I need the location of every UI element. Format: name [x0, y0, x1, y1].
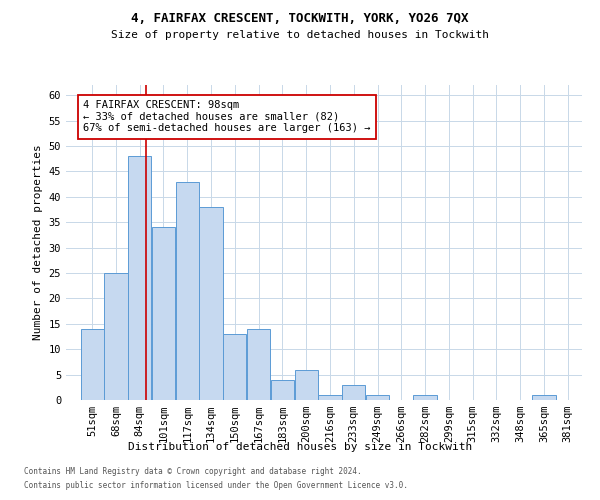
Bar — [413, 395, 437, 400]
Text: Contains HM Land Registry data © Crown copyright and database right 2024.: Contains HM Land Registry data © Crown c… — [24, 467, 362, 476]
Text: Size of property relative to detached houses in Tockwith: Size of property relative to detached ho… — [111, 30, 489, 40]
Bar — [152, 228, 175, 400]
Text: 4, FAIRFAX CRESCENT, TOCKWITH, YORK, YO26 7QX: 4, FAIRFAX CRESCENT, TOCKWITH, YORK, YO2… — [131, 12, 469, 26]
Text: Distribution of detached houses by size in Tockwith: Distribution of detached houses by size … — [128, 442, 472, 452]
Bar — [176, 182, 199, 400]
Text: 4 FAIRFAX CRESCENT: 98sqm
← 33% of detached houses are smaller (82)
67% of semi-: 4 FAIRFAX CRESCENT: 98sqm ← 33% of detac… — [83, 100, 371, 134]
Text: Contains public sector information licensed under the Open Government Licence v3: Contains public sector information licen… — [24, 481, 408, 490]
Bar — [199, 207, 223, 400]
Y-axis label: Number of detached properties: Number of detached properties — [33, 144, 43, 340]
Bar — [80, 329, 104, 400]
Bar — [366, 395, 389, 400]
Bar — [318, 395, 341, 400]
Bar — [295, 370, 318, 400]
Bar — [128, 156, 151, 400]
Bar — [532, 395, 556, 400]
Bar — [247, 329, 270, 400]
Bar — [104, 273, 128, 400]
Bar — [342, 385, 365, 400]
Bar — [271, 380, 294, 400]
Bar — [223, 334, 247, 400]
